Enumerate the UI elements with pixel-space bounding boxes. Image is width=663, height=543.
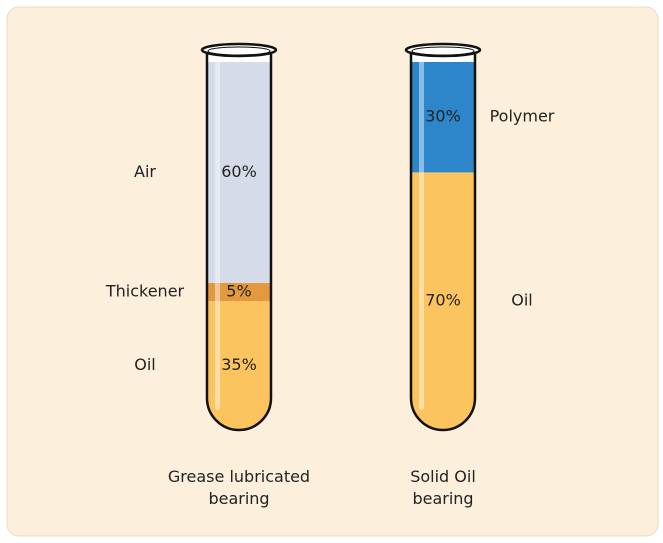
value-label: 30% bbox=[425, 107, 461, 126]
series-label: Polymer bbox=[490, 107, 555, 126]
tube-highlight bbox=[215, 60, 220, 410]
series-label: Oil bbox=[511, 291, 532, 310]
tube-rim bbox=[406, 44, 480, 56]
series-label: Thickener bbox=[105, 282, 185, 301]
value-label: 70% bbox=[425, 291, 461, 310]
page: 35%Oil5%Thickener60%Air70%Oil30%Polymer … bbox=[0, 0, 663, 543]
series-label: Oil bbox=[134, 355, 155, 374]
category-label: Solid Oil bearing bbox=[323, 466, 563, 510]
tube-rim bbox=[202, 44, 276, 56]
tube-highlight bbox=[419, 60, 424, 410]
value-label: 35% bbox=[221, 355, 257, 374]
chart: 35% Oil 5% Thickener 60% Air 70% Oil 30% Polymer bbox=[0, 0, 663, 543]
value-label: 5% bbox=[226, 282, 251, 301]
series-label: Air bbox=[134, 162, 156, 181]
panel bbox=[7, 7, 658, 536]
value-label: 60% bbox=[221, 162, 257, 181]
